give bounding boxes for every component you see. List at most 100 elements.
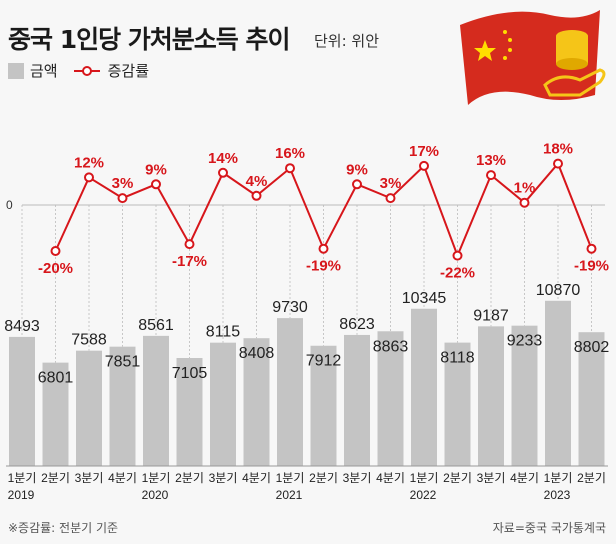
bar [545,300,571,466]
growth-point [553,158,563,169]
growth-label: 3% [380,175,402,192]
growth-point [151,179,161,190]
legend-line-label: 증감률 [107,62,150,80]
bar [42,362,69,466]
x-tick-label: 4분기 [108,471,137,485]
bar [9,336,35,466]
bar [277,318,303,466]
x-tick-label: 4분기 [510,471,539,485]
growth-label: 17% [409,143,439,160]
x-tick-label: 3분기 [75,471,104,485]
growth-point [385,193,396,204]
bar [76,350,102,466]
growth-point [117,193,128,204]
bar [478,326,504,466]
growth-label: 3% [112,175,134,192]
bar-value-label: 8408 [239,345,275,362]
bar [109,346,136,466]
growth-point [486,170,496,181]
year-label: 2020 [142,488,169,502]
bar-value-label: 8863 [373,338,409,355]
growth-label: -22% [440,265,475,282]
year-label: 2019 [8,488,35,502]
page-title: 중국 1인당 가처분소득 추이 [8,25,291,54]
bar [143,335,169,466]
legend-line-icon [73,65,100,76]
bar-value-label: 8115 [206,324,241,341]
bar [243,338,270,466]
growth-label: 13% [476,152,506,169]
x-tick-label: 4분기 [376,471,405,485]
bar [411,308,437,466]
bar [444,342,471,466]
x-tick-label: 1분기 [544,471,573,485]
growth-label: 12% [74,154,104,171]
growth-label: 14% [208,150,238,167]
x-tick-label: 3분기 [209,471,238,485]
x-tick-label: 2분기 [443,471,472,485]
bar-value-label: 8561 [138,317,174,334]
bar-value-label: 9187 [473,307,509,324]
growth-point [419,160,429,171]
unit-label: 단위: 위안 [314,32,380,50]
year-label: 2022 [410,488,437,502]
growth-label: 1% [514,180,536,197]
year-label: 2021 [276,488,303,502]
growth-point [218,167,228,178]
year-label: 2023 [544,488,571,502]
x-tick-label: 4분기 [242,471,271,485]
growth-label: 4% [246,173,268,190]
growth-label: -19% [306,258,341,275]
legend-bar-label: 금액 [30,62,58,80]
growth-label: -19% [574,258,609,275]
growth-point [251,190,262,201]
growth-point [452,250,463,261]
x-tick-label: 1분기 [142,471,171,485]
bar [210,342,236,466]
growth-label: 18% [543,141,573,158]
x-tick-label: 1분기 [276,471,305,485]
bar-value-label: 10345 [402,290,447,307]
bar-value-label: 7588 [71,332,107,349]
growth-label: 9% [145,161,167,178]
x-tick-label: 2분기 [175,471,204,485]
growth-label: -20% [38,260,73,277]
bar [344,334,370,466]
bar [310,345,337,466]
legend-bar-swatch [8,62,24,79]
x-tick-label: 2분기 [309,471,338,485]
growth-point [50,246,61,256]
china-flag-coins-icon [460,10,606,105]
legend: 금액 증감률 [8,60,149,81]
growth-point [352,179,362,190]
zero-label: 0 [6,198,13,212]
x-tick-label: 3분기 [343,471,372,485]
bar-value-label: 7912 [306,353,342,370]
bar-value-label: 7105 [172,365,208,382]
bar-value-label: 10870 [536,282,581,299]
growth-point [84,172,94,183]
bar-value-label: 9233 [507,333,543,350]
x-tick-label: 2분기 [577,471,606,485]
bar [511,325,538,466]
growth-label: -17% [172,253,207,270]
chart: 0 8493 1분기 2019 6801 2분기 7588 3분기 7851 4분기 8561 1분기… [4,141,609,502]
bar [176,358,203,466]
growth-point [318,243,329,254]
growth-label: 16% [275,145,305,162]
bar [578,332,605,466]
bar [377,331,404,466]
growth-point [586,243,597,254]
growth-point [285,163,295,174]
bar-value-label: 8623 [339,316,375,333]
bar-value-label: 8493 [4,318,40,335]
x-tick-label: 1분기 [410,471,439,485]
bar-value-label: 6801 [38,370,74,387]
x-tick-label: 2분기 [41,471,70,485]
growth-point [184,239,195,250]
source: 자료=중국 국가통계국 [492,521,606,535]
footnote: ※증감률: 전분기 기준 [8,521,119,535]
bar-value-label: 9730 [272,299,308,316]
growth-label: 9% [346,161,368,178]
